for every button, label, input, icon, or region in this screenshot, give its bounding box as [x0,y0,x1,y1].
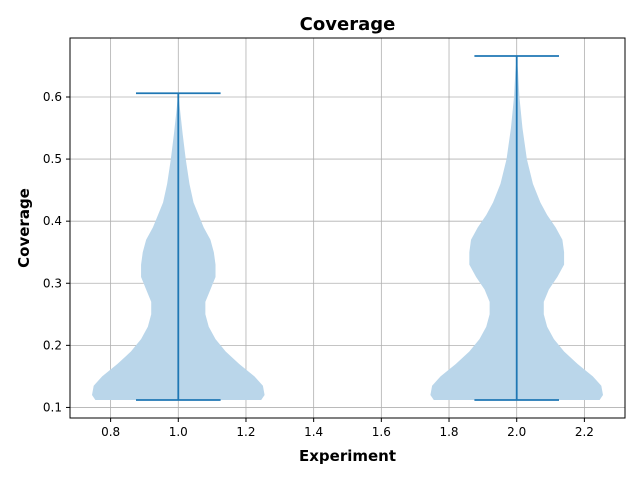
x-tick-label: 2.2 [575,425,594,439]
y-tick-label: 0.1 [43,400,62,414]
x-tick-label: 2.0 [507,425,526,439]
x-tick-label: 0.8 [101,425,120,439]
x-tick-label: 1.4 [304,425,323,439]
y-tick-label: 0.5 [43,152,62,166]
y-axis-ticks: 0.1 0.2 0.3 0.4 0.5 0.6 [43,90,70,414]
y-tick-label: 0.3 [43,276,62,290]
x-tick-label: 1.0 [169,425,188,439]
chart-title: Coverage [300,14,396,35]
x-axis-ticks: 0.8 1.0 1.2 1.4 1.6 1.8 2.0 2.2 [101,418,594,439]
y-tick-label: 0.2 [43,338,62,352]
x-tick-label: 1.6 [372,425,391,439]
violin-layer [92,55,603,401]
x-axis-title: Experiment [299,447,396,465]
y-tick-label: 0.6 [43,90,62,104]
plot-frame [69,37,626,419]
x-tick-label: 1.2 [236,425,255,439]
x-tick-label: 1.8 [439,425,458,439]
y-tick-label: 0.4 [43,214,62,228]
y-axis-title: Coverage [15,188,33,268]
